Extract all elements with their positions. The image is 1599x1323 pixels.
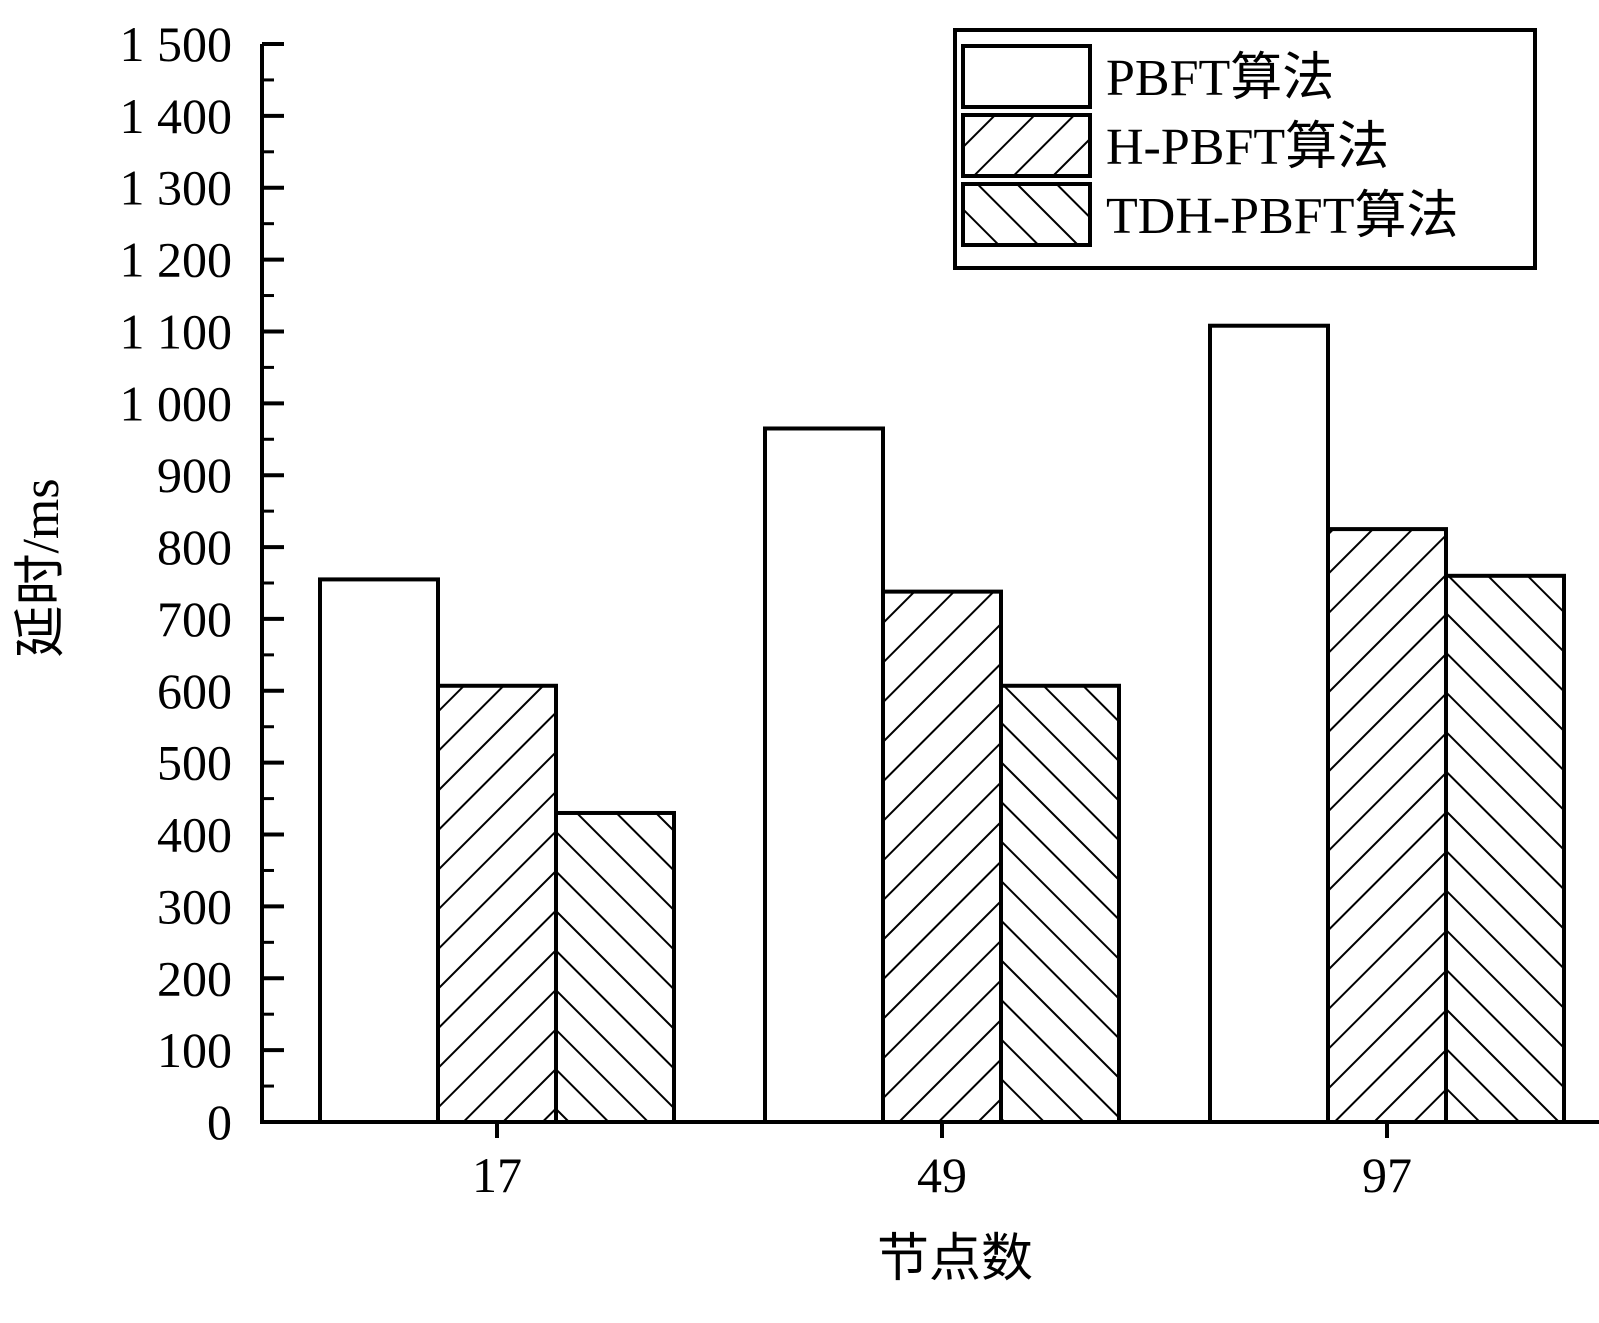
y-tick-label: 400 — [157, 807, 232, 863]
x-axis-title: 节点数 — [877, 1231, 1033, 1288]
y-tick-label: 300 — [157, 878, 232, 934]
legend-swatch-pbft — [963, 46, 1090, 107]
bar-pbft-97 — [1210, 326, 1328, 1122]
bar-tdh-pbft-49 — [1001, 686, 1119, 1122]
y-tick-label: 1 300 — [120, 160, 233, 216]
bar-pbft-17 — [320, 579, 438, 1122]
bars-layer — [320, 326, 1564, 1122]
y-tick-label: 100 — [157, 1022, 232, 1078]
y-tick-label: 0 — [207, 1094, 232, 1150]
y-tick-label: 900 — [157, 447, 232, 503]
bar-tdh-pbft-97 — [1446, 576, 1564, 1122]
legend: PBFT算法 H-PBFT算法 TDH-PBFT算法 — [955, 30, 1535, 268]
x-tick-label: 49 — [917, 1147, 967, 1203]
bar-pbft-49 — [765, 428, 883, 1122]
y-tick-label: 1 500 — [120, 16, 233, 72]
bar-h-pbft-17 — [438, 686, 556, 1122]
legend-swatch-h-pbft — [963, 115, 1090, 176]
y-tick-label: 1 400 — [120, 88, 233, 144]
bar-h-pbft-97 — [1328, 529, 1446, 1122]
y-tick-label: 1 100 — [120, 303, 233, 359]
y-tick-label: 500 — [157, 735, 232, 791]
x-tick-label: 17 — [472, 1147, 522, 1203]
y-tick-label: 800 — [157, 519, 232, 575]
y-tick-label: 700 — [157, 591, 232, 647]
legend-label-h-pbft: H-PBFT算法 — [1106, 119, 1389, 176]
legend-swatch-tdh-pbft — [963, 184, 1090, 245]
legend-label-pbft: PBFT算法 — [1106, 50, 1334, 107]
x-tick-label: 97 — [1362, 1147, 1412, 1203]
y-tick-label: 600 — [157, 663, 232, 719]
bar-tdh-pbft-17 — [556, 813, 674, 1122]
y-tick-label: 200 — [157, 950, 232, 1006]
bar-h-pbft-49 — [883, 592, 1001, 1122]
legend-label-tdh-pbft: TDH-PBFT算法 — [1106, 188, 1458, 245]
y-tick-label: 1 000 — [120, 375, 233, 431]
y-tick-label: 1 200 — [120, 232, 233, 288]
y-axis-title: 延时/ms — [13, 478, 70, 657]
